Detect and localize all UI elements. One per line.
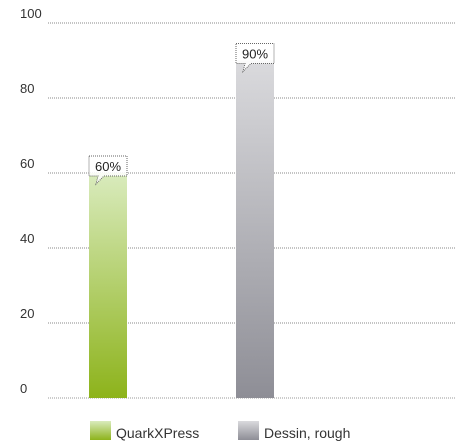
y-tick-label-20: 20	[20, 306, 34, 321]
legend-swatch	[90, 421, 111, 440]
y-tick-label-100: 100	[20, 6, 42, 21]
data-label-text: 60%	[95, 159, 121, 174]
data-labels: 60% 90%	[88, 43, 275, 186]
legend-label: QuarkXPress	[116, 425, 199, 441]
bar-quarkxpress	[89, 173, 127, 398]
data-label-quarkxpress: 60%	[88, 155, 128, 186]
data-label-box	[88, 155, 128, 186]
data-label-box	[235, 43, 275, 74]
data-label-text: 90%	[242, 47, 268, 62]
legend-swatch	[238, 421, 259, 440]
y-axis-ticks: 0 20 40 60 80 100	[20, 6, 42, 396]
bar-dessin-rough	[236, 60, 274, 398]
y-tick-label-80: 80	[20, 81, 34, 96]
y-tick-label-0: 0	[20, 381, 27, 396]
legend: QuarkXPress Dessin, rough	[90, 421, 350, 441]
legend-item-quarkxpress: QuarkXPress	[90, 421, 199, 441]
legend-label: Dessin, rough	[264, 425, 350, 441]
bars	[89, 60, 274, 398]
y-tick-label-40: 40	[20, 231, 34, 246]
legend-item-dessin-rough: Dessin, rough	[238, 421, 350, 441]
data-label-dessin-rough: 90%	[235, 43, 275, 74]
y-tick-label-60: 60	[20, 156, 34, 171]
